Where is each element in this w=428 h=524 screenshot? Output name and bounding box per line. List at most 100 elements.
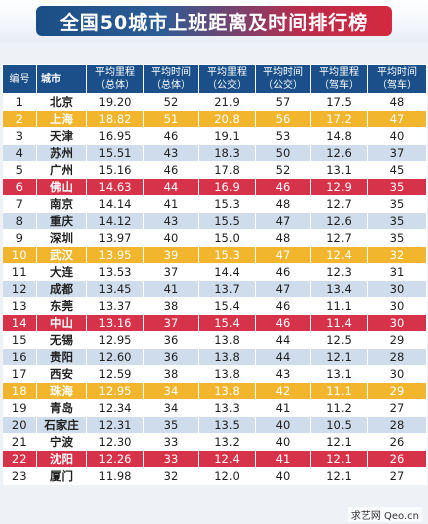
table-row: 6 佛山 14.63 44 16.9 46 12.9 35 xyxy=(2,178,427,196)
header-col-5-top: 平均里程 xyxy=(319,67,359,78)
cell-value: 12.31 xyxy=(86,416,144,434)
table-row: 22 沈阳 12.26 33 12.4 41 12.1 26 xyxy=(2,450,427,468)
cell-value: 13.53 xyxy=(86,263,144,281)
cell-value: 50 xyxy=(255,144,311,162)
cell-city: 大连 xyxy=(36,263,87,281)
cell-value: 21.9 xyxy=(198,93,256,111)
cell-rank: 11 xyxy=(2,263,37,281)
cell-value: 18.82 xyxy=(86,110,144,128)
cell-value: 13.8 xyxy=(198,382,256,400)
cell-value: 12.9 xyxy=(310,178,368,196)
header-col-2-sub: （总体） xyxy=(151,80,191,91)
cell-value: 39 xyxy=(143,246,199,264)
cell-value: 11.2 xyxy=(310,399,368,417)
cell-value: 41 xyxy=(143,195,199,213)
cell-rank: 3 xyxy=(2,127,37,145)
cell-city: 贵阳 xyxy=(36,348,87,366)
table-row: 13 东莞 13.37 38 15.4 46 11.1 30 xyxy=(2,297,427,315)
cell-value: 28 xyxy=(367,348,427,366)
cell-value: 47 xyxy=(367,110,427,128)
cell-value: 43 xyxy=(143,144,199,162)
cell-value: 13.37 xyxy=(86,297,144,315)
cell-rank: 12 xyxy=(2,280,37,298)
title-bar: 全国50城市上班距离及时间排行榜 xyxy=(0,0,428,42)
cell-value: 40 xyxy=(255,416,311,434)
cell-value: 35 xyxy=(367,212,427,230)
cell-value: 14.63 xyxy=(86,178,144,196)
cell-value: 13.8 xyxy=(198,365,256,383)
cell-value: 17.5 xyxy=(310,93,368,111)
cell-value: 47 xyxy=(255,246,311,264)
cell-value: 15.51 xyxy=(86,144,144,162)
cell-value: 52 xyxy=(143,93,199,111)
table-row: 20 石家庄 12.31 35 13.5 40 10.5 28 xyxy=(2,416,427,434)
cell-value: 43 xyxy=(255,365,311,383)
cell-city: 南京 xyxy=(36,195,87,213)
cell-value: 27 xyxy=(367,399,427,417)
cell-city: 北京 xyxy=(36,93,87,111)
cell-value: 18.3 xyxy=(198,144,256,162)
table-row: 21 宁波 12.30 33 13.2 40 12.1 26 xyxy=(2,433,427,451)
cell-rank: 4 xyxy=(2,144,37,162)
cell-city: 中山 xyxy=(36,314,87,332)
cell-value: 40 xyxy=(143,229,199,247)
cell-value: 12.34 xyxy=(86,399,144,417)
cell-city: 武汉 xyxy=(36,246,87,264)
header-col-3-top: 平均里程 xyxy=(207,67,247,78)
cell-value: 12.6 xyxy=(310,144,368,162)
cell-value: 48 xyxy=(255,229,311,247)
header-col-2-top: 平均时间 xyxy=(151,67,191,78)
cell-value: 45 xyxy=(367,161,427,179)
cell-value: 12.95 xyxy=(86,331,144,349)
cell-value: 35 xyxy=(367,229,427,247)
cell-value: 32 xyxy=(143,467,199,485)
cell-rank: 16 xyxy=(2,348,37,366)
header-col-5-sub: （驾车） xyxy=(319,80,359,91)
cell-value: 44 xyxy=(255,331,311,349)
header-rank: 编号 xyxy=(2,64,37,94)
cell-rank: 21 xyxy=(2,433,37,451)
table-row: 11 大连 13.53 37 14.4 46 12.3 31 xyxy=(2,263,427,281)
cell-value: 13.5 xyxy=(198,416,256,434)
cell-value: 32 xyxy=(367,246,427,264)
cell-value: 37 xyxy=(143,314,199,332)
cell-value: 13.45 xyxy=(86,280,144,298)
cell-city: 上海 xyxy=(36,110,87,128)
cell-city: 珠海 xyxy=(36,382,87,400)
table-row: 23 厦门 11.98 32 12.0 40 12.1 27 xyxy=(2,467,427,485)
cell-value: 40 xyxy=(255,433,311,451)
cell-value: 44 xyxy=(143,178,199,196)
cell-value: 15.3 xyxy=(198,246,256,264)
cell-rank: 9 xyxy=(2,229,37,247)
cell-value: 14.14 xyxy=(86,195,144,213)
cell-value: 12.7 xyxy=(310,229,368,247)
cell-value: 13.97 xyxy=(86,229,144,247)
cell-value: 42 xyxy=(255,382,311,400)
cell-city: 沈阳 xyxy=(36,450,87,468)
cell-value: 48 xyxy=(255,195,311,213)
cell-value: 29 xyxy=(367,331,427,349)
cell-value: 19.1 xyxy=(198,127,256,145)
cell-value: 35 xyxy=(143,416,199,434)
cell-value: 20.8 xyxy=(198,110,256,128)
cell-value: 11.4 xyxy=(310,314,368,332)
page-title: 全国50城市上班距离及时间排行榜 xyxy=(36,6,392,36)
cell-value: 15.4 xyxy=(198,297,256,315)
cell-rank: 2 xyxy=(2,110,37,128)
cell-value: 30 xyxy=(367,314,427,332)
cell-value: 36 xyxy=(143,331,199,349)
watermark: 求艺网 Qeo.cn xyxy=(347,507,422,522)
cell-value: 41 xyxy=(255,450,311,468)
cell-value: 46 xyxy=(143,161,199,179)
cell-value: 15.5 xyxy=(198,212,256,230)
cell-value: 26 xyxy=(367,450,427,468)
header-col-4-top: 平均时间 xyxy=(263,67,303,78)
cell-value: 47 xyxy=(255,280,311,298)
cell-city: 青岛 xyxy=(36,399,87,417)
table-row: 7 南京 14.14 41 15.3 48 12.7 35 xyxy=(2,195,427,213)
cell-city: 广州 xyxy=(36,161,87,179)
cell-value: 15.0 xyxy=(198,229,256,247)
cell-value: 40 xyxy=(255,467,311,485)
cell-city: 无锡 xyxy=(36,331,87,349)
